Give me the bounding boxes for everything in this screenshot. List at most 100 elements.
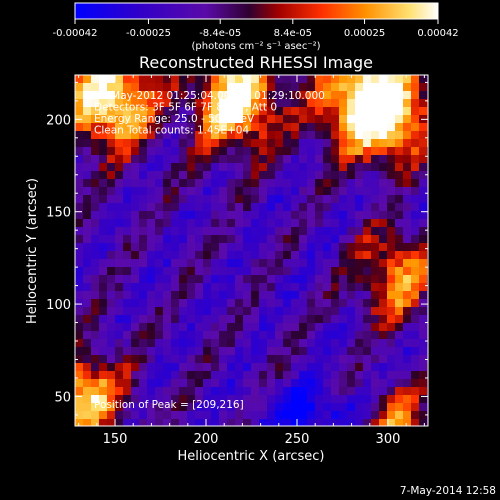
heatmap-cell [267,355,276,364]
heatmap-cell [379,115,388,124]
heatmap-cell [323,259,332,268]
heatmap-cell [403,99,412,108]
heatmap-cell [75,307,84,316]
heatmap-cell [363,339,372,348]
heatmap-cell [131,419,140,426]
heatmap-cell [235,259,244,268]
heatmap-cell [107,307,116,316]
heatmap-cell [283,83,292,92]
heatmap-cell [259,387,268,396]
heatmap-cell [219,179,228,188]
heatmap-cell [195,235,204,244]
heatmap-cell [211,259,220,268]
heatmap-cell [83,315,92,324]
heatmap-cell [75,347,84,356]
heatmap-cell [147,75,156,84]
heatmap-cell [387,411,396,420]
heatmap-cell [211,227,220,236]
heatmap-cell [339,115,348,124]
heatmap-cell [267,363,276,372]
heatmap-cell [379,243,388,252]
heatmap-cell [163,155,172,164]
heatmap-cell [163,227,172,236]
heatmap-cell [331,187,340,196]
heatmap-cell [91,331,100,340]
heatmap-cell [411,211,420,220]
heatmap-cell [315,195,324,204]
heatmap-cell [403,235,412,244]
heatmap-cell [403,387,412,396]
heatmap-cell [211,219,220,228]
heatmap-cell [171,83,180,92]
heatmap-cell [147,91,156,100]
heatmap-cell [179,331,188,340]
heatmap-cell [227,123,236,132]
y-tick-label: 100 [46,298,71,313]
heatmap-cell [211,283,220,292]
heatmap-cell [187,211,196,220]
heatmap-cell [123,411,132,420]
heatmap-cell [179,323,188,332]
heatmap-cell [91,403,100,412]
heatmap-cell [355,123,364,132]
heatmap-cell [115,363,124,372]
heatmap-cell [83,155,92,164]
heatmap-cell [139,179,148,188]
heatmap-cell [299,259,308,268]
heatmap-cell [355,395,364,404]
heatmap-cell [331,363,340,372]
heatmap-cell [291,147,300,156]
heatmap-cell [315,299,324,308]
heatmap-cell [379,403,388,412]
heatmap-cell [315,211,324,220]
heatmap-cell [315,371,324,380]
heatmap-cell [203,107,212,116]
heatmap-cell [259,123,268,132]
heatmap-cell [283,379,292,388]
heatmap-cell [211,315,220,324]
heatmap-cell [355,307,364,316]
heatmap-cell [171,155,180,164]
heatmap-cell [123,419,132,426]
heatmap-cell [219,387,228,396]
heatmap-cell [203,211,212,220]
heatmap-cell [419,155,428,164]
heatmap-cell [371,131,380,140]
heatmap-cell [395,323,404,332]
heatmap-cell [259,163,268,172]
heatmap-cell [411,347,420,356]
heatmap-cell [139,387,148,396]
heatmap-cell [163,331,172,340]
heatmap-cell [123,187,132,196]
heatmap-cell [267,139,276,148]
heatmap-cell [235,171,244,180]
heatmap-cell [315,339,324,348]
heatmap-cell [299,315,308,324]
heatmap-cell [211,371,220,380]
heatmap-cell [331,155,340,164]
heatmap-cell [155,347,164,356]
heatmap-cell [387,363,396,372]
heatmap-cell [259,259,268,268]
heatmap-cell [115,299,124,308]
heatmap-cell [147,123,156,132]
heatmap-cell [155,123,164,132]
heatmap-cell [75,419,84,426]
heatmap-cell [315,259,324,268]
heatmap-cell [171,267,180,276]
heatmap-cell [323,363,332,372]
heatmap-cell [363,171,372,180]
heatmap-cell [235,307,244,316]
heatmap-cell [163,99,172,108]
heatmap-cell [131,91,140,100]
heatmap-cell [211,91,220,100]
heatmap-cell [371,163,380,172]
heatmap-cell [123,259,132,268]
heatmap-cell [107,83,116,92]
heatmap-cell [99,283,108,292]
heatmap-cell [203,171,212,180]
heatmap-cell [411,179,420,188]
heatmap-cell [419,227,428,236]
heatmap-cell [107,371,116,380]
